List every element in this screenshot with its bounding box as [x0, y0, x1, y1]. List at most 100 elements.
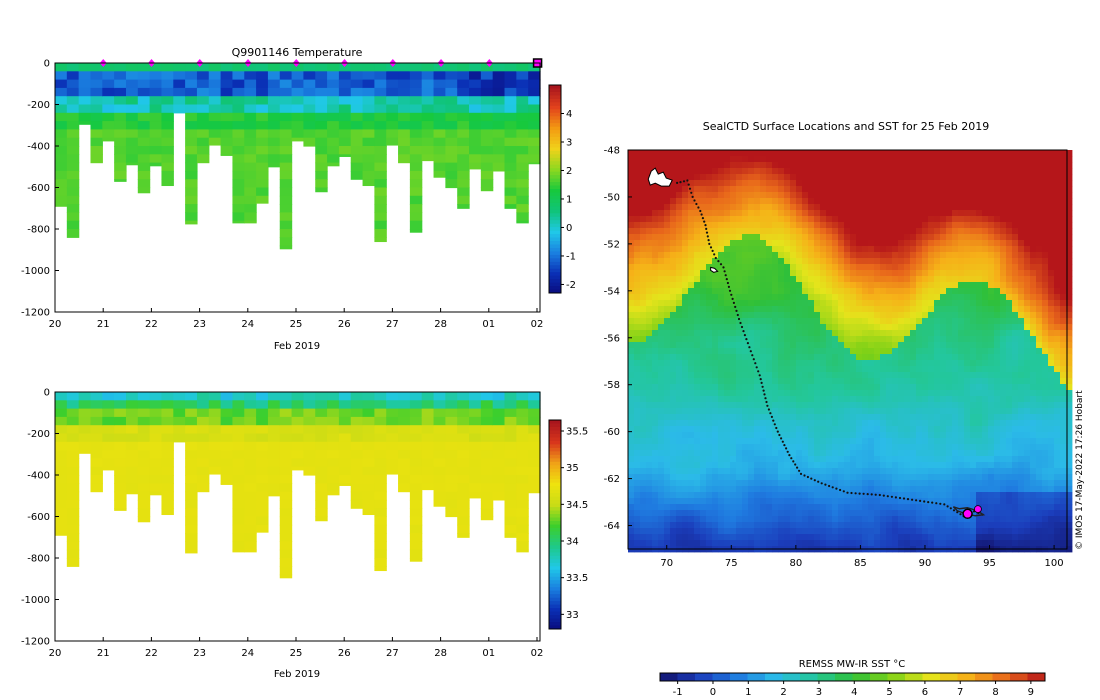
- sst-cell: [1000, 156, 1007, 163]
- sst-cell: [976, 420, 983, 427]
- profile-cell: [161, 425, 174, 435]
- sst-cell: [844, 414, 851, 421]
- profile-cell: [315, 491, 328, 501]
- sst-cell: [1000, 366, 1007, 373]
- sst-cell: [700, 150, 707, 157]
- profile-cell: [362, 71, 375, 81]
- sst-cell: [892, 396, 899, 403]
- sst-cell: [784, 330, 791, 337]
- sst-cell: [838, 324, 845, 331]
- colorbar-segment: [549, 130, 561, 135]
- sst-cell: [946, 420, 953, 427]
- sst-cell: [1000, 396, 1007, 403]
- sst-cell: [1024, 432, 1031, 439]
- sst-cell: [928, 396, 935, 403]
- sst-cell: [886, 204, 893, 211]
- profile-cell: [374, 121, 387, 130]
- profile-cell: [504, 466, 517, 476]
- sst-cell: [838, 420, 845, 427]
- sst-cell: [784, 276, 791, 283]
- profile-cell: [445, 162, 458, 172]
- profile-cell: [516, 400, 529, 410]
- sst-cell: [724, 222, 731, 229]
- profile-cell: [374, 229, 387, 238]
- sst-cell: [742, 180, 749, 187]
- sst-cell: [952, 336, 959, 343]
- sst-cell: [718, 348, 725, 355]
- sst-cell: [712, 390, 719, 397]
- sst-cell: [1042, 378, 1049, 385]
- sst-cell: [1024, 240, 1031, 247]
- sst-cell: [724, 246, 731, 253]
- profile-cell: [469, 129, 482, 139]
- profile-cell: [398, 408, 411, 418]
- sst-cell: [946, 306, 953, 313]
- sst-cell: [952, 330, 959, 337]
- sst-cell: [784, 300, 791, 307]
- sst-cell: [946, 426, 953, 433]
- profile-cell: [114, 483, 127, 493]
- sst-cell: [730, 174, 737, 181]
- sst-cell: [640, 294, 647, 301]
- sst-cell: [640, 378, 647, 385]
- sst-cell: [868, 150, 875, 157]
- sst-cell: [754, 276, 761, 283]
- sst-cell: [694, 168, 701, 175]
- profile-cell: [315, 162, 328, 172]
- profile-cell: [409, 541, 423, 551]
- sst-cell: [796, 330, 803, 337]
- sst-cell: [1066, 342, 1073, 349]
- profile-cell: [338, 425, 352, 435]
- sst-cell: [970, 306, 977, 313]
- profile-cell: [220, 441, 234, 451]
- sst-cell: [886, 288, 893, 295]
- temperature-title: Q9901146 Temperature: [232, 46, 363, 59]
- sst-cell: [880, 306, 887, 313]
- sst-cell: [694, 390, 701, 397]
- sst-cell: [730, 426, 737, 433]
- profile-cell: [303, 112, 316, 122]
- sst-cell: [820, 222, 827, 229]
- sst-cell: [1066, 384, 1073, 391]
- profile-cell: [125, 87, 139, 97]
- profile-cell: [90, 433, 103, 443]
- sst-cell: [676, 210, 683, 217]
- sst-cell: [790, 288, 797, 295]
- sst-cell: [994, 234, 1001, 241]
- profile-cell: [161, 392, 174, 401]
- sst-cell: [742, 276, 749, 283]
- sst-cell: [832, 210, 839, 217]
- sst-cell: [634, 372, 641, 379]
- sst-cell: [958, 186, 965, 193]
- sst-cell: [844, 162, 851, 169]
- sst-cell: [850, 426, 857, 433]
- sst-cell: [730, 180, 737, 187]
- profile-cell: [528, 491, 541, 494]
- sst-cell: [1036, 258, 1043, 265]
- sst-cell: [760, 288, 767, 295]
- profile-cell: [350, 146, 364, 155]
- colorbar-segment: [549, 545, 561, 550]
- sst-cell: [748, 432, 755, 439]
- sst-cell: [1060, 294, 1067, 301]
- sst-cell: [1060, 420, 1067, 427]
- x-tick-label: 02: [531, 648, 544, 659]
- sst-cell: [952, 240, 959, 247]
- sst-cell: [724, 180, 731, 187]
- sst-cell: [838, 168, 845, 175]
- sst-cell: [820, 372, 827, 379]
- sst-cell: [1054, 390, 1061, 397]
- sst-cell: [862, 222, 869, 229]
- sst-cell: [1000, 240, 1007, 247]
- profile-cell: [208, 400, 222, 410]
- sst-cell: [748, 396, 755, 403]
- sst-cell: [784, 420, 791, 427]
- sst-cell: [898, 150, 905, 157]
- sst-cell: [670, 204, 677, 211]
- sst-cell: [886, 252, 893, 259]
- sst-cell: [850, 156, 857, 163]
- profile-cell: [78, 71, 92, 81]
- profile-cell: [421, 79, 435, 89]
- sst-cell: [808, 414, 815, 421]
- sst-cell: [1000, 306, 1007, 313]
